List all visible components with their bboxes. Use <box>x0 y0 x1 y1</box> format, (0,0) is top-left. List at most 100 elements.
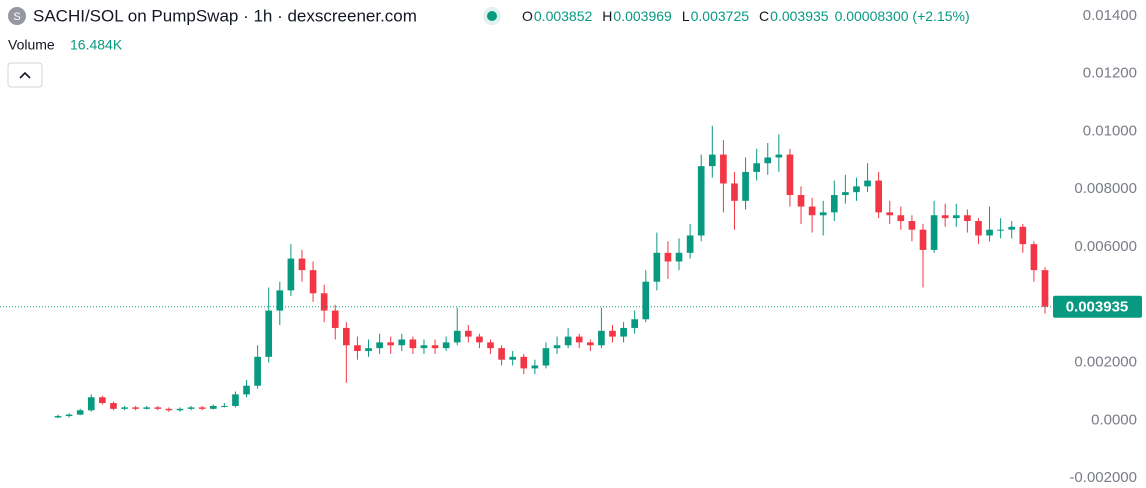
legend-value: 0.003935 <box>770 8 829 24</box>
candle-body <box>498 348 505 360</box>
candle-body <box>919 229 927 250</box>
status-dot <box>483 7 501 25</box>
y-tick-label: 0.006000 <box>1074 238 1137 255</box>
candle-body <box>99 397 106 404</box>
candle-body <box>864 180 871 187</box>
legend-change: 0.00008300 (+2.15%) <box>835 8 970 24</box>
y-tick-label: 0.01400 <box>1083 7 1137 24</box>
candle-body <box>487 342 494 349</box>
candle-body <box>1041 270 1049 307</box>
candle-body <box>154 407 162 409</box>
candle-body <box>609 330 616 337</box>
candle-body <box>309 270 317 294</box>
candle-body <box>941 215 949 219</box>
candle-body <box>564 336 572 346</box>
candle-body <box>753 163 760 172</box>
plot-area: 0.01400 0.01200 0.01000 0.008000 0.006000 0.0… <box>0 7 1142 486</box>
last-price-label: 0.003935 <box>1066 299 1129 316</box>
candle-body <box>598 330 605 346</box>
candle-body <box>675 252 683 262</box>
candle-body <box>387 342 395 346</box>
candle-body <box>1008 226 1016 230</box>
candle-body <box>464 330 472 337</box>
candle-body <box>986 229 993 236</box>
candle-body <box>431 345 439 349</box>
candle-body <box>586 342 594 346</box>
candle-body <box>886 212 894 216</box>
candle-body <box>842 192 849 196</box>
candle-body <box>76 410 84 415</box>
candle-body <box>731 183 738 201</box>
candle-body <box>830 195 838 213</box>
collapse-button[interactable] <box>7 62 43 88</box>
candle-body <box>786 154 794 196</box>
candle-body <box>209 405 217 409</box>
candle-body <box>742 171 749 201</box>
svg-text:S: S <box>13 11 20 23</box>
legend-key: C <box>759 8 769 24</box>
legend-value: 0.003725 <box>691 8 750 24</box>
legend-key: H <box>602 8 612 24</box>
candle-body <box>265 310 273 357</box>
candle-body <box>420 345 428 349</box>
legend-value: 0.003852 <box>534 8 593 24</box>
candle-body <box>509 356 517 360</box>
legend-key: O <box>522 8 533 24</box>
candle-body <box>54 416 62 418</box>
candle-body <box>354 345 361 352</box>
candle-body <box>964 215 971 222</box>
candle-body <box>775 154 783 158</box>
candle-body <box>121 407 128 409</box>
candle-body <box>65 414 73 417</box>
y-tick-label: 0.0000 <box>1091 411 1137 428</box>
y-tick-label: 0.01000 <box>1083 122 1137 139</box>
candle-body <box>331 310 339 328</box>
candle-body <box>697 166 705 236</box>
candle-body <box>476 336 483 343</box>
candle-body <box>853 186 860 193</box>
candle-body <box>975 221 982 236</box>
candle-body <box>808 206 816 216</box>
candle-body <box>232 394 239 406</box>
candle-body <box>1019 226 1027 245</box>
candle-body <box>797 195 805 207</box>
candle-body <box>287 258 295 291</box>
candle-body <box>531 365 539 369</box>
candle-body <box>664 252 672 262</box>
candle-body <box>542 348 550 366</box>
candle-body <box>132 407 139 409</box>
y-tick-label: 0.002000 <box>1074 354 1137 371</box>
candle-body <box>631 319 639 328</box>
candle-body <box>276 290 284 311</box>
candle-body <box>442 342 450 349</box>
candle-body <box>365 348 372 352</box>
candle-body <box>376 342 383 349</box>
candle-body <box>520 356 528 369</box>
y-tick-label: 0.008000 <box>1074 180 1137 197</box>
y-tick-label: 0.01200 <box>1083 65 1137 82</box>
candle-body <box>254 356 261 386</box>
y-tick-label: -0.002000 <box>1069 469 1137 486</box>
candle-body <box>686 235 694 253</box>
candle-body <box>1030 244 1038 271</box>
candle-body <box>343 327 350 346</box>
legend-key: L <box>682 8 690 24</box>
chart-title: SACHI/SOL on PumpSwap · 1h · dexscreener… <box>33 6 417 25</box>
volume-value: 16.484K <box>70 37 123 53</box>
candle-body <box>653 252 661 282</box>
candle-body <box>87 397 95 411</box>
candle-body <box>176 408 184 411</box>
candle-body <box>298 258 306 271</box>
candle-body <box>897 215 905 222</box>
candle-body <box>819 212 827 216</box>
symbol-icon: S <box>8 7 26 25</box>
candle-body <box>764 157 772 164</box>
candle-body <box>143 407 151 409</box>
candle-body <box>620 327 627 337</box>
candle-body <box>720 154 727 184</box>
last-price-badge <box>1053 295 1142 318</box>
candle-body <box>165 408 173 411</box>
candle-body <box>320 293 328 311</box>
legend-value: 0.003969 <box>613 8 672 24</box>
candle-body <box>997 229 1004 231</box>
